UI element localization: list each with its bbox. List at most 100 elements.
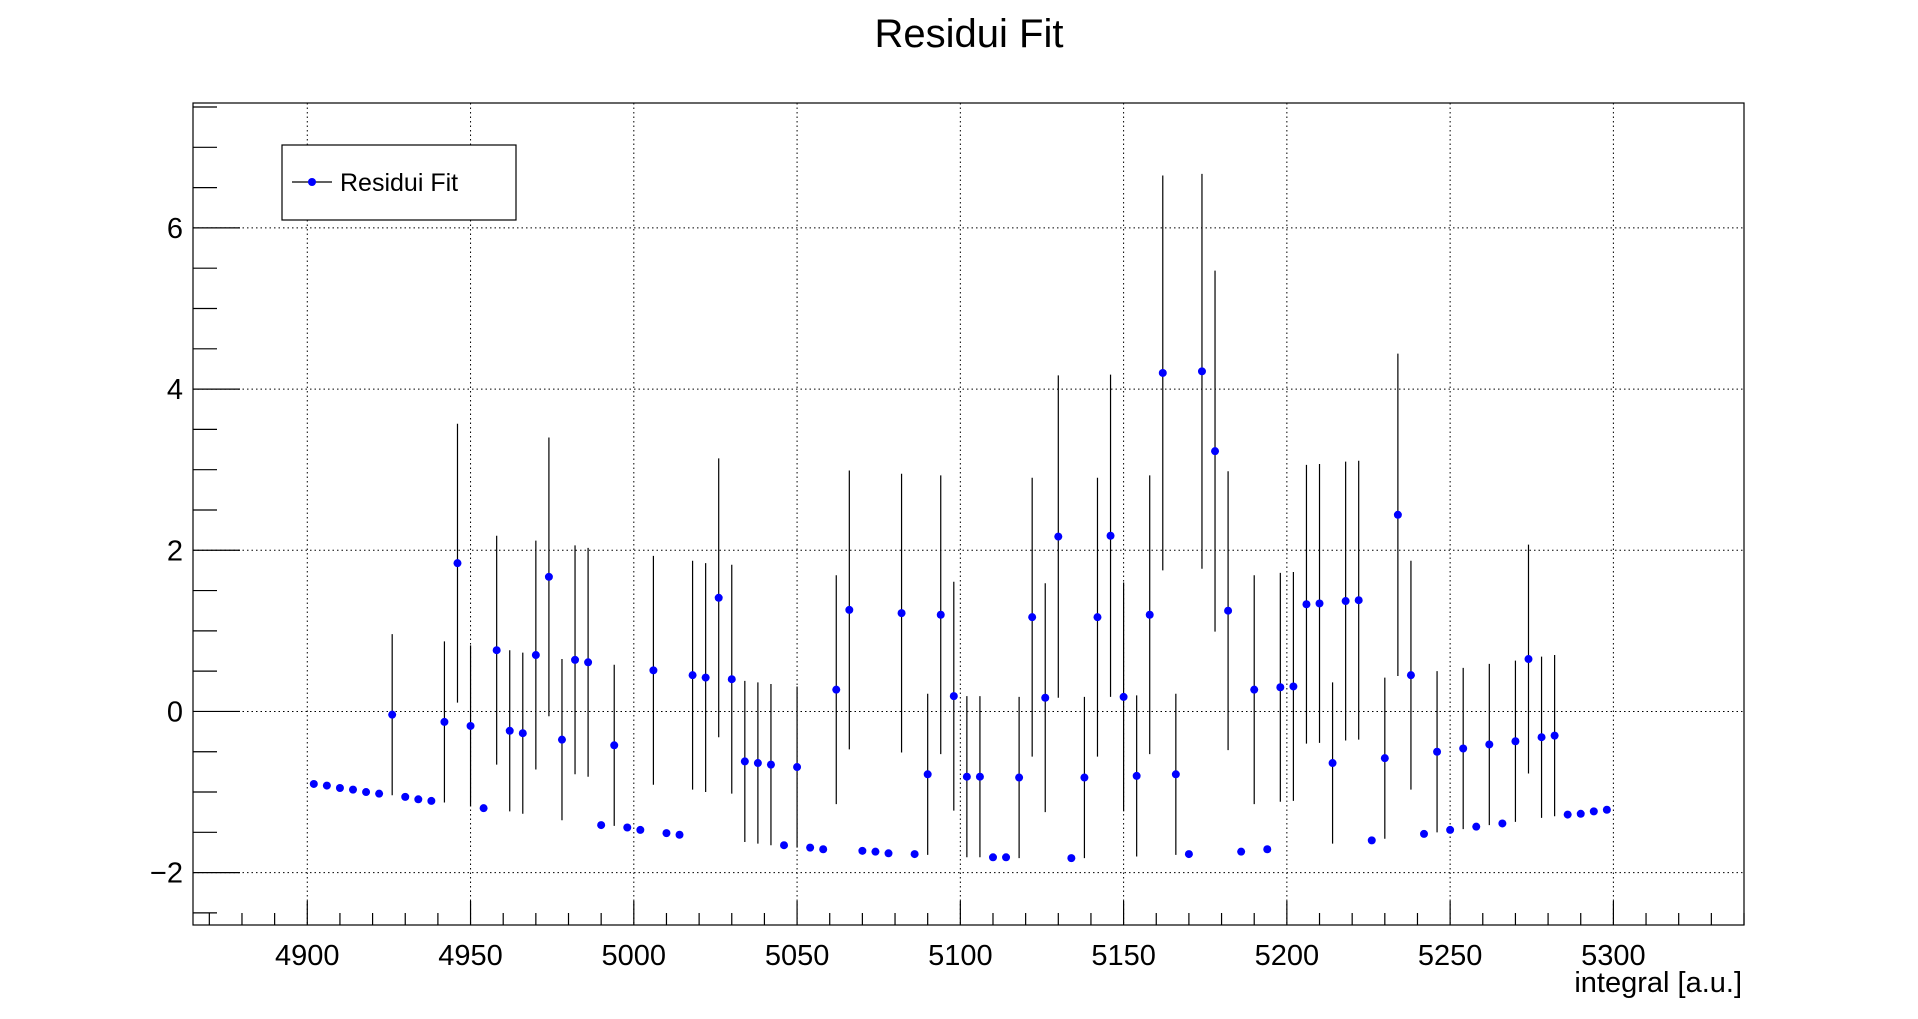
data-point [806,843,815,852]
data-point [1472,822,1481,831]
data-point [949,692,958,701]
data-point [1054,532,1063,541]
x-tick-label: 5150 [1091,940,1156,972]
data-point [753,759,762,768]
legend-label: Residui Fit [340,169,458,197]
x-tick-label: 5200 [1255,940,1320,972]
data-point [936,610,945,619]
data-point [375,789,384,798]
data-point [557,735,566,744]
data-point [1002,853,1011,862]
data-point [819,845,828,854]
data-point [1354,596,1363,605]
axis-ticks [193,106,1745,925]
x-tick-label: 4950 [438,940,503,972]
data-point [335,784,344,792]
data-point [1433,747,1442,756]
data-point [1041,693,1050,702]
data-point [1158,368,1167,377]
x-tick-labels: 4900 4950 5000 5050 5100 5150 5200 5250 5300 [275,940,1646,972]
data-point [362,788,371,797]
data-point [1211,447,1220,456]
data-point [466,721,475,730]
data-point [414,795,423,804]
data-point [923,770,932,779]
data-point [1367,836,1376,845]
data-point [544,572,553,581]
y-tick-label: 0 [167,696,183,728]
data-point [1028,613,1037,622]
data-point [1550,731,1559,740]
data-point [766,760,775,769]
data-point [1589,807,1598,816]
x-tick-label: 5250 [1418,940,1483,972]
data-point [1511,737,1520,746]
legend: Residui Fit [281,144,517,221]
data-point [845,605,854,614]
data-point [793,763,802,772]
data-point [1015,773,1024,782]
legend-marker [308,178,316,186]
data-point [1459,744,1468,753]
data-point [401,792,410,801]
data-point [388,710,397,719]
data-point [1537,733,1546,742]
data-point [322,781,331,790]
data-point [1328,759,1337,768]
data-point [988,853,997,862]
data-point [1067,854,1076,863]
data-point [1237,847,1246,856]
data-point [884,849,893,858]
data-point [453,559,462,568]
data-point [571,655,580,664]
x-tick-label: 5000 [602,940,667,972]
y-tick-labels: −2 0 2 4 6 [150,213,183,890]
data-point [1485,740,1494,749]
data-point [962,772,971,781]
y-tick-label: 2 [167,535,183,567]
data-point [584,658,593,667]
x-tick-label: 5050 [765,940,830,972]
data-point [610,741,619,750]
data-point [1498,819,1507,828]
data-point [479,804,488,813]
y-tick-label: 4 [167,374,183,406]
data-point [1224,606,1233,615]
data-point [1420,829,1429,838]
data-point [1145,610,1154,619]
data-point [1393,510,1402,519]
data-point [1341,597,1350,606]
data-point [727,675,736,684]
plot-frame [192,102,1745,926]
data-point [1406,671,1415,680]
x-axis-label: integral [a.u.] [1574,967,1742,999]
data-point [348,785,357,794]
data-point [309,779,318,788]
data-point [1093,613,1102,622]
data-point [440,717,449,726]
data-point [1315,599,1324,608]
data-point [1302,600,1311,609]
data-point [858,846,867,855]
data-point [1276,683,1285,692]
y-tick-label: 6 [167,213,183,245]
data-point [492,646,501,655]
data-point [780,841,789,850]
data-point [1263,845,1272,854]
data-point [897,609,906,618]
data-point [531,651,540,660]
data-point [1132,771,1141,780]
y-tick-label: −2 [150,858,183,890]
data-point [1446,825,1455,834]
data-point [518,729,527,738]
data-point [1184,850,1193,859]
data-point [1524,655,1533,664]
data-point [1289,682,1298,691]
data-point [1080,773,1089,782]
data-point [740,757,749,766]
data-point [636,825,645,834]
data-point [701,673,710,682]
data-point [975,772,984,781]
data-point [688,671,697,680]
